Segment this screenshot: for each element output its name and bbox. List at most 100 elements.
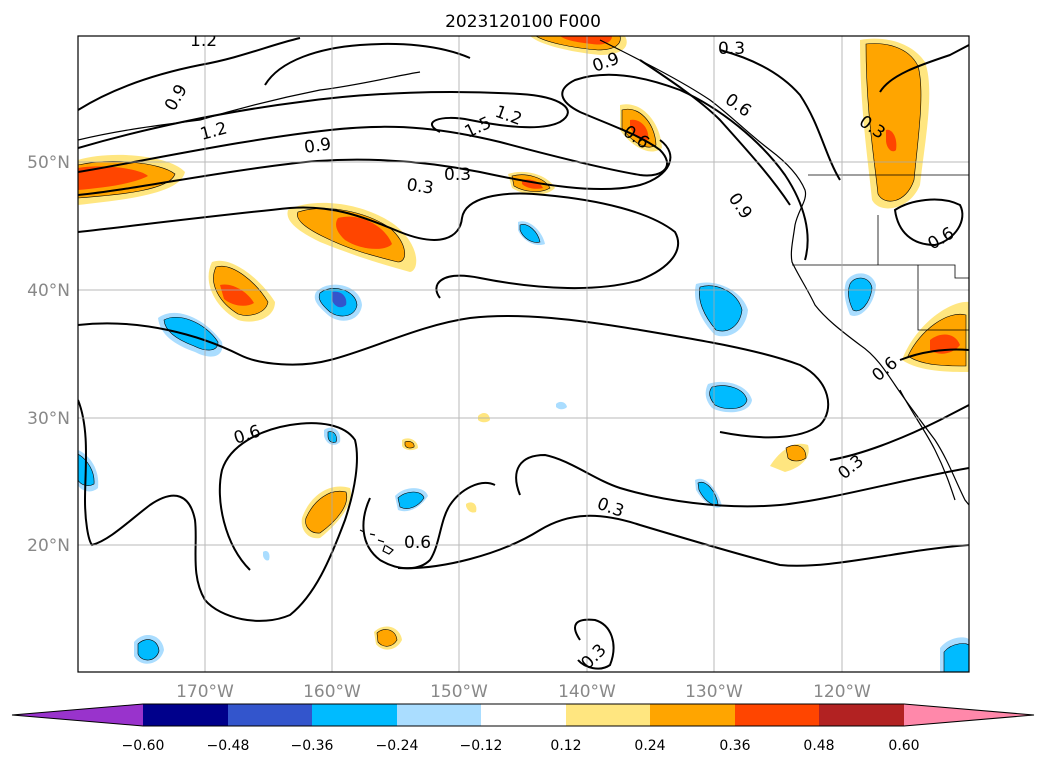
- hawaii-islands: [359, 529, 394, 555]
- colorbar-segment: [650, 704, 735, 726]
- lon-tick-label: 120°W: [813, 682, 871, 702]
- gridlines: [78, 36, 969, 672]
- contour-line: [899, 348, 969, 361]
- colorbar-tick-label: 0.12: [550, 738, 581, 754]
- contour-label: 0.3: [405, 175, 435, 199]
- shade-blob: [699, 285, 743, 332]
- colorbar-segment: [566, 704, 650, 726]
- contour-line: [362, 482, 496, 570]
- contour-line: [829, 404, 969, 461]
- contour-line: [78, 192, 680, 299]
- contour-label: 0.6: [925, 223, 958, 254]
- lon-tick-label: 130°W: [685, 682, 743, 702]
- contour-line: [78, 91, 569, 149]
- coastline-layer: [78, 39, 969, 555]
- lon-tick-label: 170°W: [176, 682, 234, 702]
- colorbar: −0.60 −0.48 −0.36 −0.24 −0.12 0.12 0.24 …: [11, 703, 1035, 754]
- contour-line: [78, 399, 358, 622]
- contour-line: [78, 139, 672, 196]
- colorbar-tick-label: 0.48: [803, 738, 834, 754]
- north-america-coast: [599, 39, 969, 506]
- colorbar-tick-label: 0.60: [888, 738, 919, 754]
- colorbar-segment: [735, 704, 819, 726]
- contour-label: 0.3: [594, 494, 626, 522]
- contour-layer: [78, 37, 969, 670]
- shade-blob: [630, 119, 649, 141]
- shade-blob: [519, 224, 541, 243]
- lat-tick-label: 20°N: [27, 536, 70, 556]
- contour-label: 1.2: [190, 31, 217, 51]
- contour-label-layer: 1.2 0.3 0.9 0.9 0.6 1.2 1.2 1.5 0.9 0.6 …: [161, 31, 958, 673]
- lat-axis: 50°N 40°N 30°N 20°N: [27, 153, 70, 556]
- contour-label: 1.5: [462, 113, 495, 143]
- contour-line: [893, 198, 964, 247]
- colorbar-segment: [312, 704, 397, 726]
- contour-line: [397, 514, 969, 570]
- lon-tick-label: 150°W: [430, 682, 488, 702]
- colorbar-segment: [397, 704, 481, 726]
- shade-blob: [78, 166, 148, 190]
- shade-blob: [943, 643, 969, 672]
- shade-blob: [848, 277, 873, 312]
- contour-label: 0.9: [161, 81, 192, 114]
- colorbar-over-arrow: [904, 704, 1034, 726]
- contour-line: [78, 314, 830, 439]
- colorbar-tick-label: −0.12: [460, 738, 503, 754]
- lon-axis: 170°W 160°W 150°W 140°W 130°W 120°W: [176, 682, 871, 702]
- contour-label: 1.2: [492, 102, 524, 130]
- colorbar-tick-label: −0.48: [207, 738, 250, 754]
- state-border-2: [792, 264, 969, 279]
- shade-blob: [332, 291, 347, 308]
- contour-label: 0.6: [868, 353, 902, 386]
- colorbar-outline: [11, 703, 1035, 727]
- lon-tick-label: 140°W: [558, 682, 616, 702]
- lon-tick-label: 160°W: [303, 682, 361, 702]
- colorbar-tick-label: 0.36: [719, 738, 750, 754]
- shade-blob: [263, 550, 270, 561]
- colorbar-tick-label: −0.36: [291, 738, 334, 754]
- contour-line: [515, 453, 969, 508]
- shade-blob: [137, 639, 160, 661]
- shade-blob: [886, 129, 897, 152]
- colorbar-segment: [228, 704, 312, 726]
- shade-blob: [466, 502, 477, 513]
- shade-blob: [397, 491, 425, 509]
- contour-label: 1.2: [198, 119, 229, 145]
- shade-blob: [709, 385, 748, 409]
- contour-label: 0.3: [577, 640, 610, 673]
- contour-line: [639, 59, 791, 206]
- map-frame: [77, 35, 970, 673]
- contour-label: 0.9: [303, 134, 333, 158]
- map-title: 2023120100 F000: [445, 12, 601, 32]
- colorbar-segment: [819, 704, 904, 726]
- contour-line: [719, 49, 841, 181]
- colorbar-segment: [481, 704, 566, 726]
- lat-tick-label: 50°N: [27, 153, 70, 173]
- lat-tick-label: 30°N: [27, 409, 70, 429]
- colorbar-tick-label: 0.24: [634, 738, 665, 754]
- shade-blob: [376, 629, 398, 647]
- lat-tick-label: 40°N: [27, 281, 70, 301]
- contour-label: 0.3: [718, 39, 745, 59]
- contour-line: [574, 618, 615, 670]
- contour-label: 0.6: [404, 533, 431, 553]
- contour-line: [78, 37, 301, 111]
- contour-line: [879, 44, 969, 93]
- contour-label: 0.3: [444, 165, 471, 185]
- shade-blob: [336, 216, 392, 249]
- alaska-coast: [78, 71, 421, 141]
- colorbar-under-arrow: [12, 704, 143, 726]
- colorbar-tick-label: −0.24: [376, 738, 419, 754]
- contour-label: 0.9: [724, 189, 756, 223]
- shade-blob: [556, 401, 567, 410]
- contour-line: [264, 42, 471, 86]
- colorbar-tick-label: −0.60: [122, 738, 165, 754]
- state-border-3: [917, 265, 969, 331]
- shade-blob: [305, 490, 348, 534]
- shade-blob: [404, 441, 415, 449]
- contour-label: 0.6: [231, 421, 263, 448]
- shade-blob: [697, 481, 719, 505]
- colorbar-ticks: −0.60 −0.48 −0.36 −0.24 −0.12 0.12 0.24 …: [122, 738, 920, 754]
- colorbar-segment: [143, 704, 228, 726]
- shade-blob: [560, 36, 612, 45]
